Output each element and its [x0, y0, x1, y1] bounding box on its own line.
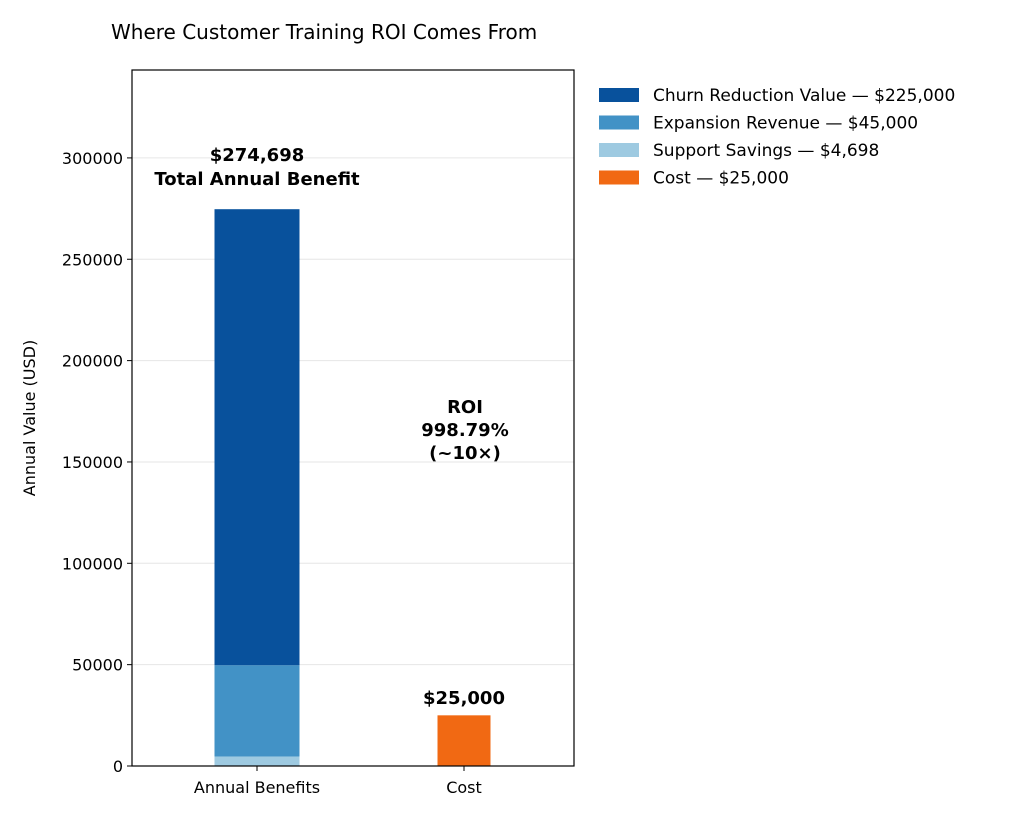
- y-axis: 0 50000 100000 150000 200000 250000 300000: [62, 149, 132, 776]
- bar-segment: [437, 715, 491, 766]
- y-tick-label: 0: [113, 757, 123, 776]
- y-tick-label: 50000: [72, 656, 123, 675]
- bar-segment: [214, 209, 300, 666]
- legend-swatch: [599, 170, 639, 185]
- bar-segment: [214, 756, 300, 766]
- y-tick-label: 250000: [62, 250, 123, 269]
- bar-segment: [214, 665, 300, 757]
- legend-label: Churn Reduction Value — $225,000: [653, 86, 955, 106]
- x-tick-label: Annual Benefits: [194, 778, 320, 797]
- legend-label: Expansion Revenue — $45,000: [653, 114, 918, 134]
- plot-frame: [131, 69, 575, 767]
- bars: [214, 209, 491, 766]
- y-tick-label: 150000: [62, 453, 123, 472]
- gridlines: [132, 157, 574, 767]
- chart-title: Where Customer Training ROI Comes From: [111, 20, 537, 44]
- legend: Churn Reduction Value — $225,000 Expansio…: [599, 86, 955, 189]
- legend-swatch: [599, 88, 639, 102]
- total-benefit-label: Total Annual Benefit: [154, 169, 360, 190]
- x-axis: Annual Benefits Cost: [194, 766, 482, 797]
- legend-swatch: [599, 115, 639, 130]
- legend-label: Cost — $25,000: [653, 169, 789, 189]
- y-tick-label: 200000: [62, 352, 123, 371]
- roi-percent: 998.79%: [421, 420, 509, 441]
- y-axis-label: Annual Value (USD): [20, 340, 39, 496]
- y-tick-label: 300000: [62, 149, 123, 168]
- legend-swatch: [599, 143, 639, 157]
- cost-value-label: $25,000: [423, 688, 505, 709]
- roi-label: ROI: [447, 397, 483, 418]
- total-benefit-value: $274,698: [210, 145, 305, 166]
- legend-label: Support Savings — $4,698: [653, 141, 879, 161]
- y-tick-label: 100000: [62, 554, 123, 573]
- roi-multiple: (~10×): [429, 443, 501, 464]
- x-tick-label: Cost: [446, 778, 482, 797]
